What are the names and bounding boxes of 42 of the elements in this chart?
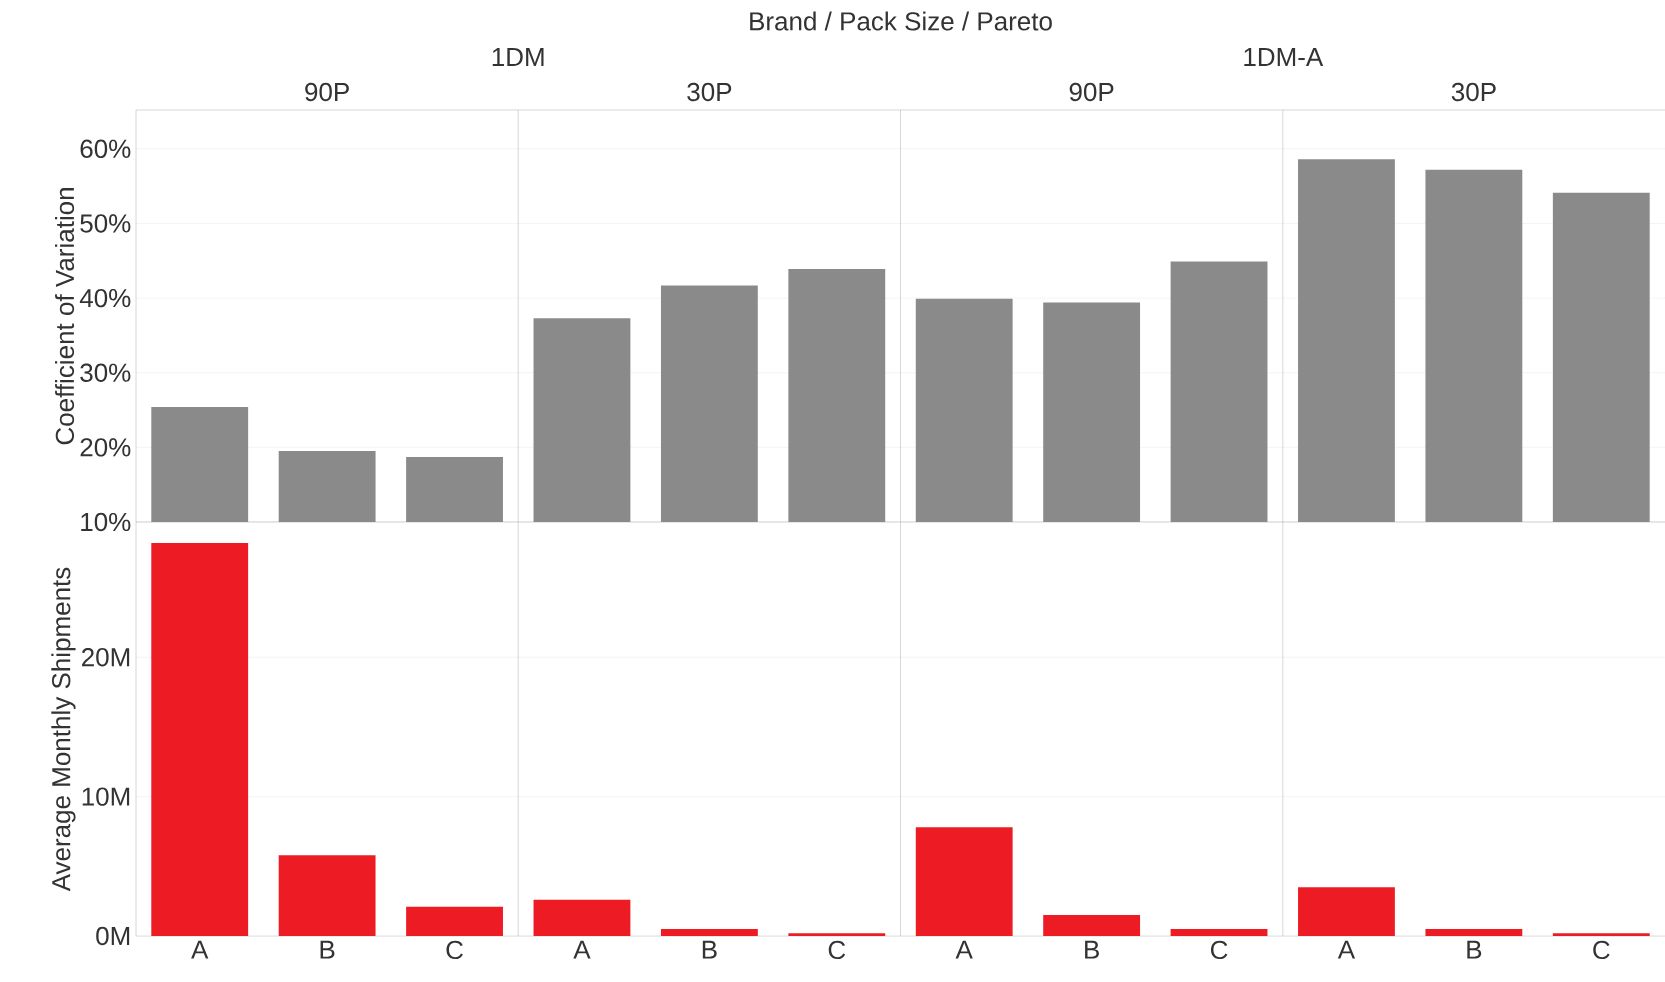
x-tick-label: C [1210, 940, 1228, 960]
y-axis-title: Coefficient of Variation [55, 188, 75, 445]
y-tick-label: 20M [82, 648, 130, 667]
x-tick-label: C [828, 940, 846, 960]
x-tick-label: A [1337, 940, 1356, 959]
bar [278, 855, 376, 936]
y-tick-label: 50% [80, 214, 131, 233]
bar [151, 542, 249, 936]
y-tick-label: 60% [80, 139, 131, 158]
x-tick-label: A [955, 940, 973, 959]
text: 90P [305, 82, 349, 102]
text: 30P [1451, 82, 1496, 102]
y-tick-label: 30% [80, 363, 131, 382]
x-tick-label: A [191, 940, 209, 959]
text: 90P [1069, 82, 1114, 102]
x-tick-label: B [1085, 940, 1099, 959]
text: 1DM-A [1244, 48, 1324, 66]
bar [1043, 915, 1141, 936]
bar [1552, 933, 1650, 936]
bar [406, 906, 503, 936]
bar [660, 929, 758, 936]
chart-title: Brand / Pack Size / Pareto [750, 11, 1052, 31]
y-tick-label: 10% [81, 512, 131, 532]
y-tick-label: 10M [82, 787, 130, 806]
text: 30P [687, 82, 732, 102]
x-tick-label: C [446, 940, 463, 960]
bar [1298, 887, 1395, 936]
bar [1170, 929, 1268, 936]
x-tick-label: C [1593, 940, 1610, 960]
bar [915, 827, 1013, 936]
x-tick-label: B [1467, 940, 1482, 959]
y-tick-label: 40% [79, 288, 131, 308]
y-axis-title: Average Monthly Shipments [51, 567, 76, 892]
bar [1425, 929, 1523, 936]
bar [533, 899, 631, 936]
bar [788, 933, 886, 936]
y-tick-label: 20% [80, 438, 131, 457]
text: 1DM [492, 48, 544, 66]
y-tick-label: 0M [96, 926, 130, 946]
x-tick-label: A [573, 940, 591, 959]
x-tick-label: B [320, 940, 335, 959]
x-tick-label: B [702, 940, 717, 959]
